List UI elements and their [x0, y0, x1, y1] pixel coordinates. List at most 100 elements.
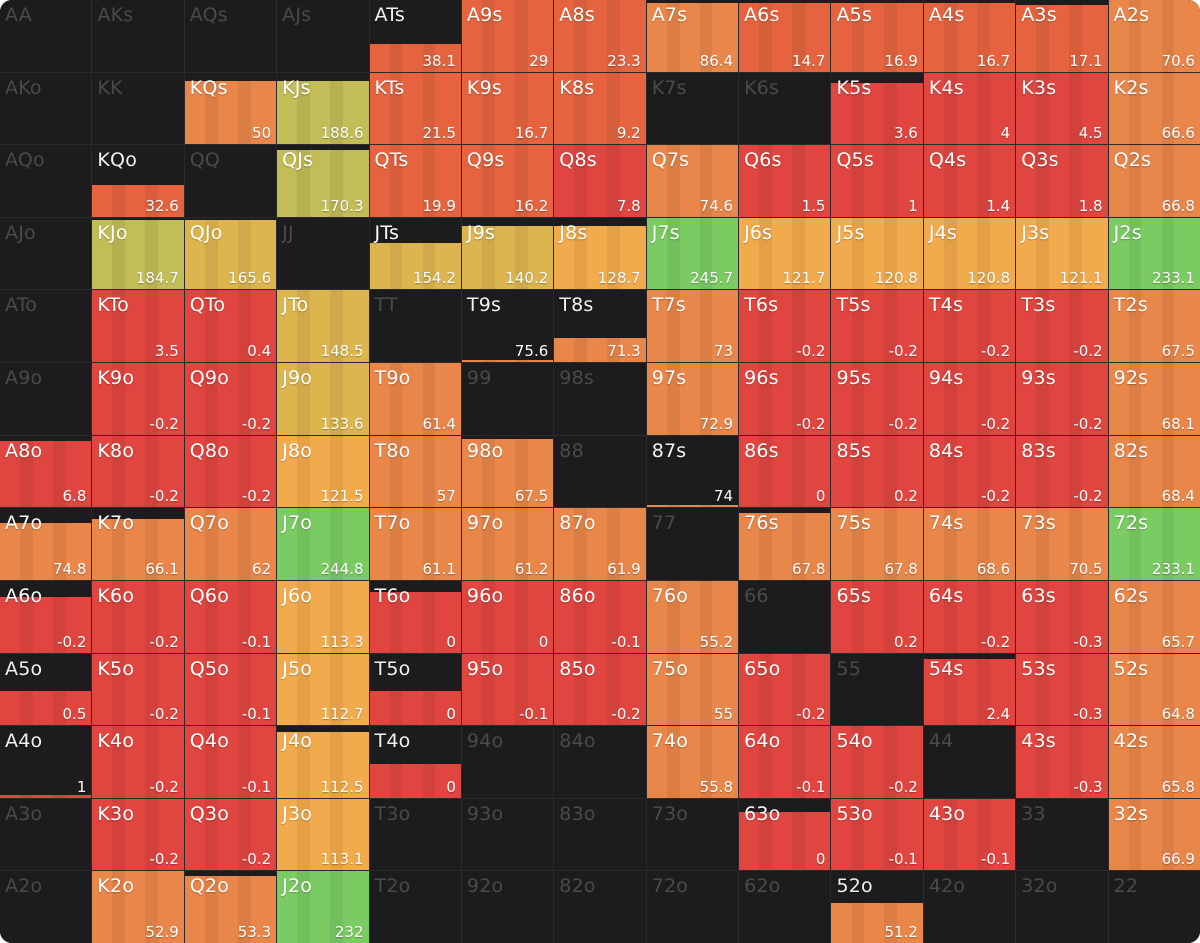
hand-cell-97s[interactable]: 97s 72.9 — [646, 363, 739, 435]
hand-cell-Q4s[interactable]: Q4s 1.4 — [923, 145, 1016, 217]
hand-cell-T8s[interactable]: T8s 71.3 — [554, 290, 646, 363]
hand-cell-75s[interactable]: 75s 67.8 — [831, 508, 923, 580]
hand-cell-A2o[interactable]: A2o — [0, 871, 92, 943]
hand-cell-93o[interactable]: 93o — [461, 798, 554, 871]
hand-cell-85o[interactable]: 85o -0.2 — [554, 653, 646, 726]
hand-cell-76s[interactable]: 76s 67.8 — [739, 508, 831, 580]
hand-cell-T7s[interactable]: T7s 73 — [646, 290, 739, 363]
hand-cell-KQo[interactable]: KQo 32.6 — [92, 145, 184, 217]
hand-cell-64s[interactable]: 64s -0.2 — [923, 580, 1016, 653]
hand-cell-J2o[interactable]: J2o 232 — [277, 871, 369, 943]
hand-cell-74s[interactable]: 74s 68.6 — [923, 508, 1016, 580]
hand-cell-KJs[interactable]: KJs 188.6 — [277, 72, 369, 145]
hand-cell-54s[interactable]: 54s 2.4 — [923, 653, 1016, 726]
hand-cell-97o[interactable]: 97o 61.2 — [461, 508, 554, 580]
hand-cell-55[interactable]: 55 — [831, 653, 923, 726]
hand-cell-T2o[interactable]: T2o — [369, 871, 461, 943]
hand-cell-22[interactable]: 22 — [1108, 871, 1200, 943]
hand-cell-Q6s[interactable]: Q6s 1.5 — [739, 145, 831, 217]
hand-cell-QTo[interactable]: QTo 0.4 — [184, 290, 277, 363]
hand-cell-A6s[interactable]: A6s 14.7 — [739, 0, 831, 72]
hand-cell-65o[interactable]: 65o -0.2 — [739, 653, 831, 726]
hand-cell-96o[interactable]: 96o 0 — [461, 580, 554, 653]
hand-cell-K6o[interactable]: K6o -0.2 — [92, 580, 184, 653]
hand-cell-A7o[interactable]: A7o 74.8 — [0, 508, 92, 580]
hand-cell-K2o[interactable]: K2o 52.9 — [92, 871, 184, 943]
hand-cell-T7o[interactable]: T7o 61.1 — [369, 508, 461, 580]
hand-cell-J7s[interactable]: J7s 245.7 — [646, 217, 739, 290]
hand-cell-K5o[interactable]: K5o -0.2 — [92, 653, 184, 726]
hand-cell-62s[interactable]: 62s 65.7 — [1108, 580, 1200, 653]
hand-cell-73o[interactable]: 73o — [646, 798, 739, 871]
hand-cell-84o[interactable]: 84o — [554, 726, 646, 798]
hand-cell-T4s[interactable]: T4s -0.2 — [923, 290, 1016, 363]
hand-cell-J9s[interactable]: J9s 140.2 — [461, 217, 554, 290]
hand-cell-A7s[interactable]: A7s 86.4 — [646, 0, 739, 72]
hand-cell-T3s[interactable]: T3s -0.2 — [1016, 290, 1108, 363]
hand-cell-42o[interactable]: 42o — [923, 871, 1016, 943]
hand-cell-AKo[interactable]: AKo — [0, 72, 92, 145]
hand-cell-32s[interactable]: 32s 66.9 — [1108, 798, 1200, 871]
hand-cell-88[interactable]: 88 — [554, 435, 646, 508]
hand-cell-99[interactable]: 99 — [461, 363, 554, 435]
hand-cell-Q5o[interactable]: Q5o -0.1 — [184, 653, 277, 726]
hand-cell-AQs[interactable]: AQs — [184, 0, 277, 72]
hand-cell-72o[interactable]: 72o — [646, 871, 739, 943]
hand-cell-T5o[interactable]: T5o 0 — [369, 653, 461, 726]
hand-cell-74o[interactable]: 74o 55.8 — [646, 726, 739, 798]
hand-cell-53o[interactable]: 53o -0.1 — [831, 798, 923, 871]
hand-cell-Q3s[interactable]: Q3s 1.8 — [1016, 145, 1108, 217]
hand-cell-J2s[interactable]: J2s 233.1 — [1108, 217, 1200, 290]
hand-cell-Q2s[interactable]: Q2s 66.8 — [1108, 145, 1200, 217]
hand-cell-J5s[interactable]: J5s 120.8 — [831, 217, 923, 290]
hand-cell-AJo[interactable]: AJo — [0, 217, 92, 290]
hand-cell-K5s[interactable]: K5s 3.6 — [831, 72, 923, 145]
hand-cell-JTo[interactable]: JTo 148.5 — [277, 290, 369, 363]
hand-cell-K8s[interactable]: K8s 9.2 — [554, 72, 646, 145]
hand-cell-T3o[interactable]: T3o — [369, 798, 461, 871]
hand-cell-A4o[interactable]: A4o 1 — [0, 726, 92, 798]
hand-cell-44[interactable]: 44 — [923, 726, 1016, 798]
hand-cell-92s[interactable]: 92s 68.1 — [1108, 363, 1200, 435]
hand-cell-T5s[interactable]: T5s -0.2 — [831, 290, 923, 363]
hand-cell-T8o[interactable]: T8o 57 — [369, 435, 461, 508]
hand-cell-J3o[interactable]: J3o 113.1 — [277, 798, 369, 871]
hand-cell-K9s[interactable]: K9s 16.7 — [461, 72, 554, 145]
hand-cell-J4s[interactable]: J4s 120.8 — [923, 217, 1016, 290]
hand-cell-Q8s[interactable]: Q8s 7.8 — [554, 145, 646, 217]
hand-cell-J6o[interactable]: J6o 113.3 — [277, 580, 369, 653]
hand-cell-82s[interactable]: 82s 68.4 — [1108, 435, 1200, 508]
hand-cell-62o[interactable]: 62o — [739, 871, 831, 943]
hand-cell-33[interactable]: 33 — [1016, 798, 1108, 871]
hand-cell-Q8o[interactable]: Q8o -0.2 — [184, 435, 277, 508]
hand-cell-J6s[interactable]: J6s 121.7 — [739, 217, 831, 290]
hand-cell-95s[interactable]: 95s -0.2 — [831, 363, 923, 435]
hand-cell-QJo[interactable]: QJo 165.6 — [184, 217, 277, 290]
hand-cell-T9s[interactable]: T9s 75.6 — [461, 290, 554, 363]
hand-cell-Q5s[interactable]: Q5s 1 — [831, 145, 923, 217]
hand-cell-QJs[interactable]: QJs 170.3 — [277, 145, 369, 217]
hand-cell-A8o[interactable]: A8o 6.8 — [0, 435, 92, 508]
hand-cell-64o[interactable]: 64o -0.1 — [739, 726, 831, 798]
hand-cell-93s[interactable]: 93s -0.2 — [1016, 363, 1108, 435]
hand-cell-52s[interactable]: 52s 64.8 — [1108, 653, 1200, 726]
hand-cell-KQs[interactable]: KQs 50 — [184, 72, 277, 145]
hand-cell-86s[interactable]: 86s 0 — [739, 435, 831, 508]
hand-cell-ATs[interactable]: ATs 38.1 — [369, 0, 461, 72]
hand-cell-Q4o[interactable]: Q4o -0.1 — [184, 726, 277, 798]
hand-cell-32o[interactable]: 32o — [1016, 871, 1108, 943]
hand-cell-43o[interactable]: 43o -0.1 — [923, 798, 1016, 871]
hand-cell-Q2o[interactable]: Q2o 53.3 — [184, 871, 277, 943]
hand-cell-66[interactable]: 66 — [739, 580, 831, 653]
hand-cell-76o[interactable]: 76o 55.2 — [646, 580, 739, 653]
hand-cell-J3s[interactable]: J3s 121.1 — [1016, 217, 1108, 290]
hand-cell-87s[interactable]: 87s 74 — [646, 435, 739, 508]
hand-cell-T2s[interactable]: T2s 67.5 — [1108, 290, 1200, 363]
hand-cell-95o[interactable]: 95o -0.1 — [461, 653, 554, 726]
hand-cell-K2s[interactable]: K2s 66.6 — [1108, 72, 1200, 145]
hand-cell-73s[interactable]: 73s 70.5 — [1016, 508, 1108, 580]
hand-cell-63s[interactable]: 63s -0.3 — [1016, 580, 1108, 653]
hand-cell-75o[interactable]: 75o 55 — [646, 653, 739, 726]
hand-cell-QTs[interactable]: QTs 19.9 — [369, 145, 461, 217]
hand-cell-53s[interactable]: 53s -0.3 — [1016, 653, 1108, 726]
